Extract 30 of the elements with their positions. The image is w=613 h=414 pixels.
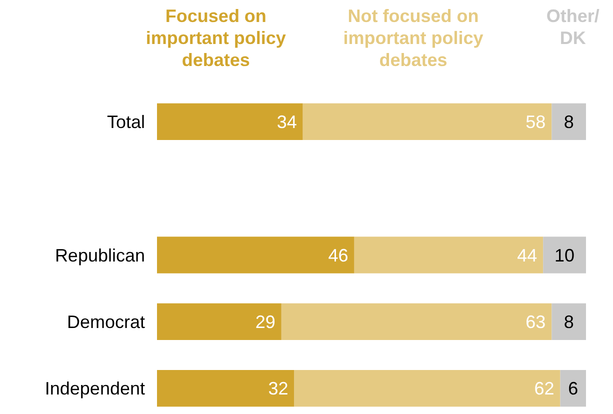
bar: [354, 236, 544, 274]
y-tick-label: Independent: [44, 378, 145, 399]
data-label: 10: [554, 245, 575, 266]
data-label: 32: [268, 378, 288, 399]
data-label: 29: [255, 312, 276, 332]
data-label: 34: [276, 112, 297, 132]
y-tick-label: Republican: [54, 245, 145, 266]
data-label: 62: [534, 378, 554, 399]
series-label: Not focused on important policy debates: [343, 6, 484, 70]
series-label: Focused on important policy debates: [146, 6, 286, 70]
bar: [302, 103, 552, 140]
bar: [157, 370, 294, 407]
bar: [157, 236, 354, 274]
data-label: 6: [568, 378, 578, 399]
y-tick-label: Democrat: [66, 312, 145, 332]
bar: [157, 103, 303, 140]
data-label: 46: [328, 245, 348, 266]
bar: [552, 103, 586, 140]
bar: [560, 370, 586, 407]
y-tick-label: Total: [106, 112, 145, 132]
data-label: 63: [526, 312, 546, 332]
bar: [157, 303, 282, 340]
bar: [281, 303, 552, 340]
data-label: 8: [564, 312, 574, 332]
bar: [552, 303, 586, 340]
bar: [543, 236, 586, 274]
bar: [294, 370, 560, 407]
data-label: 58: [526, 112, 546, 132]
data-label: 8: [564, 112, 574, 132]
data-label: 44: [517, 245, 538, 266]
